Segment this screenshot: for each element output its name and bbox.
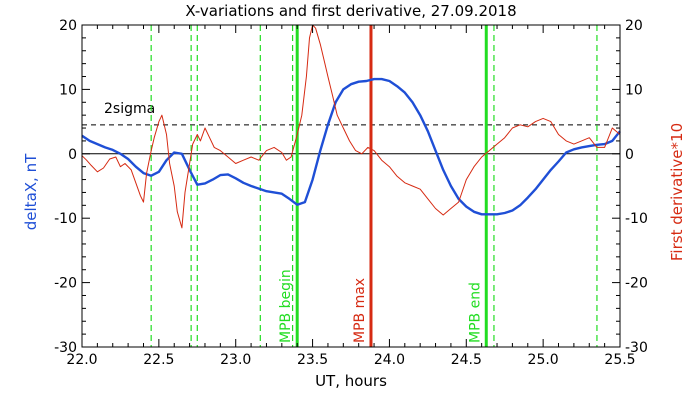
- y-tick-label-left: -10: [54, 211, 77, 227]
- x-tick-label: 22.0: [66, 352, 97, 368]
- x-tick-label: 25.5: [604, 352, 635, 368]
- y-tick-label-right: -30: [625, 340, 648, 356]
- plot-frame: [81, 24, 621, 348]
- x-axis-label: UT, hours: [315, 372, 387, 390]
- y-tick-label-left: 20: [59, 18, 77, 34]
- x-tick-label: 23.0: [220, 352, 251, 368]
- x-tick-label: 23.5: [297, 352, 328, 368]
- y-tick-label-right: -20: [625, 276, 648, 292]
- y-tick-label-right: -10: [625, 211, 648, 227]
- series-derivative-line: [81, 24, 621, 229]
- x-tick-label: 22.5: [143, 352, 174, 368]
- plot-area: MPB begin MPB max MPB end 22.0 22.5 23.0 23.5 2…: [54, 18, 648, 368]
- y-tick-label-right: 20: [625, 18, 643, 34]
- y-axis-label-left: deltaX, nT: [22, 153, 40, 230]
- y-tick-label-right: 10: [625, 82, 643, 98]
- y-tick-label-right: 0: [625, 147, 634, 163]
- x-tick-label: 24.0: [374, 352, 405, 368]
- x-tick-label: 25.0: [528, 352, 559, 368]
- series-deltax-line: [81, 77, 621, 216]
- y-tick-label-left: -20: [54, 276, 77, 292]
- vline-label-mpb-max: MPB max: [352, 278, 368, 343]
- x-tick-label: 24.5: [451, 352, 482, 368]
- chart-title: X-variations and first derivative, 27.09…: [185, 2, 516, 20]
- y-tick-label-left: -30: [54, 340, 77, 356]
- vline-label-mpb-begin: MPB begin: [278, 269, 294, 343]
- y-tick-label-left: 10: [59, 82, 77, 98]
- y-tick-label-left: 0: [68, 147, 77, 163]
- vline-label-mpb-end: MPB end: [467, 282, 483, 343]
- threshold-label: 2sigma: [104, 101, 155, 117]
- y-axis-label-right: First derivative*10: [668, 123, 686, 261]
